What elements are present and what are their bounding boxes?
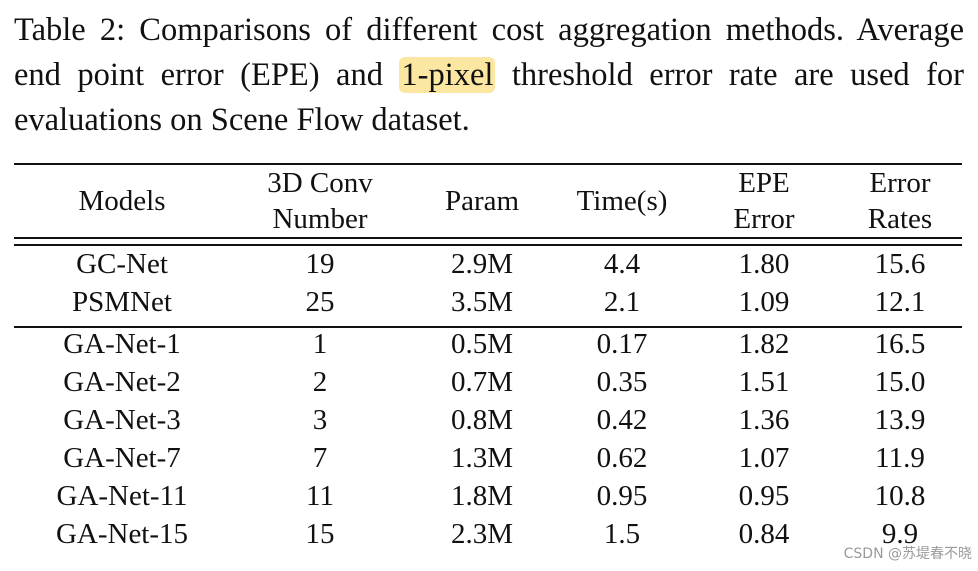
cell-model: GA-Net-3 — [63, 404, 181, 436]
cell-error: 12.1 — [874, 286, 926, 318]
cell-error: 15.6 — [874, 248, 926, 280]
cell-conv: 11 — [306, 480, 334, 512]
header-double-rule-lower — [14, 244, 962, 246]
cell-epe: 1.36 — [738, 404, 790, 436]
caption-text-end: threshold error rate are used for evalua… — [14, 57, 964, 138]
cell-conv: 15 — [305, 518, 335, 550]
cell-conv: 25 — [305, 286, 335, 318]
cell-epe-best: 0.84 — [738, 518, 790, 550]
cell-model: GA-Net-2 — [63, 366, 181, 398]
caption-text-start: Comparisons of different cost aggregatio… — [14, 12, 964, 93]
cell-error: 10.8 — [874, 480, 926, 512]
cell-time: 1.5 — [603, 518, 641, 550]
col-header-error-rates: Error Rates — [867, 167, 933, 235]
col-header-time: Time(s) — [576, 185, 668, 217]
cell-error: 16.5 — [874, 328, 926, 360]
table-row: GA-Net-3 3 0.8M 0.42 1.36 13.9 — [14, 401, 962, 439]
cell-epe: 1.07 — [738, 442, 790, 474]
cell-model: GA-Net-15 — [55, 518, 189, 550]
cell-conv: 19 — [305, 248, 335, 280]
cell-conv: 1 — [312, 328, 328, 360]
table-row: PSMNet 25 3.5M 2.1 1.09 12.1 — [14, 283, 962, 321]
cell-time: 0.17 — [596, 328, 648, 360]
cell-param: 0.5M — [450, 328, 514, 360]
caption-highlight: 1-pixel — [399, 57, 496, 93]
cell-conv: 3 — [312, 404, 328, 436]
cell-epe: 1.51 — [738, 366, 790, 398]
col-header-models: Models — [78, 185, 166, 217]
caption-prefix: Table 2: — [14, 12, 126, 48]
header-row: Models 3D Conv Number Param Time(s) EPE Er… — [14, 165, 962, 237]
cell-epe: 1.82 — [738, 328, 790, 360]
cell-time: 0.42 — [596, 404, 648, 436]
cell-epe: 0.95 — [738, 480, 790, 512]
cell-param: 1.8M — [450, 480, 514, 512]
cell-param: 0.7M — [450, 366, 514, 398]
cell-conv: 7 — [312, 442, 328, 474]
cell-time: 2.1 — [603, 286, 641, 318]
table-row: GA-Net-15 15 2.3M 1.5 0.84 9.9 — [14, 515, 962, 553]
top-rule — [14, 163, 962, 165]
group-separator-rule — [14, 326, 962, 328]
cell-epe: 1.80 — [738, 248, 790, 280]
csdn-watermark: CSDN @苏堤春不晓 — [843, 546, 972, 562]
table-caption: Table 2: Comparisons of different cost a… — [14, 8, 964, 143]
table-row: GA-Net-1 1 0.5M 0.17 1.82 16.5 — [14, 325, 962, 363]
table-row: GA-Net-7 7 1.3M 0.62 1.07 11.9 — [14, 439, 962, 477]
cell-param: 0.8M — [450, 404, 514, 436]
cell-error-best: 9.9 — [881, 518, 919, 550]
cell-error: 15.0 — [874, 366, 926, 398]
cell-error: 13.9 — [874, 404, 926, 436]
col-header-param: Param — [444, 185, 520, 217]
cell-time: 0.62 — [596, 442, 648, 474]
cell-param: 2.3M — [450, 518, 514, 550]
cell-model: GA-Net-7 — [63, 442, 181, 474]
cell-time: 4.4 — [603, 248, 641, 280]
cell-time: 0.35 — [596, 366, 648, 398]
cell-model: GC-Net — [76, 248, 168, 280]
cell-error: 11.9 — [875, 442, 925, 474]
cell-param: 2.9M — [450, 248, 514, 280]
cell-model: PSMNet — [72, 286, 172, 318]
table-row: GA-Net-11 11 1.8M 0.95 0.95 10.8 — [14, 477, 962, 515]
col-header-epe: EPE Error — [733, 167, 795, 235]
col-header-3d-conv: 3D Conv Number — [267, 167, 373, 235]
table-row: GC-Net 19 2.9M 4.4 1.80 15.6 — [14, 245, 962, 283]
header-double-rule-upper — [14, 237, 962, 239]
results-table: Models 3D Conv Number Param Time(s) EPE Er… — [14, 165, 962, 553]
table-row: GA-Net-2 2 0.7M 0.35 1.51 15.0 — [14, 363, 962, 401]
cell-epe: 1.09 — [738, 286, 790, 318]
cell-param: 1.3M — [450, 442, 514, 474]
cell-model: GA-Net-1 — [63, 328, 181, 360]
cell-param: 3.5M — [450, 286, 514, 318]
cell-model: GA-Net-11 — [56, 480, 188, 512]
cell-conv: 2 — [312, 366, 328, 398]
cell-time: 0.95 — [596, 480, 648, 512]
